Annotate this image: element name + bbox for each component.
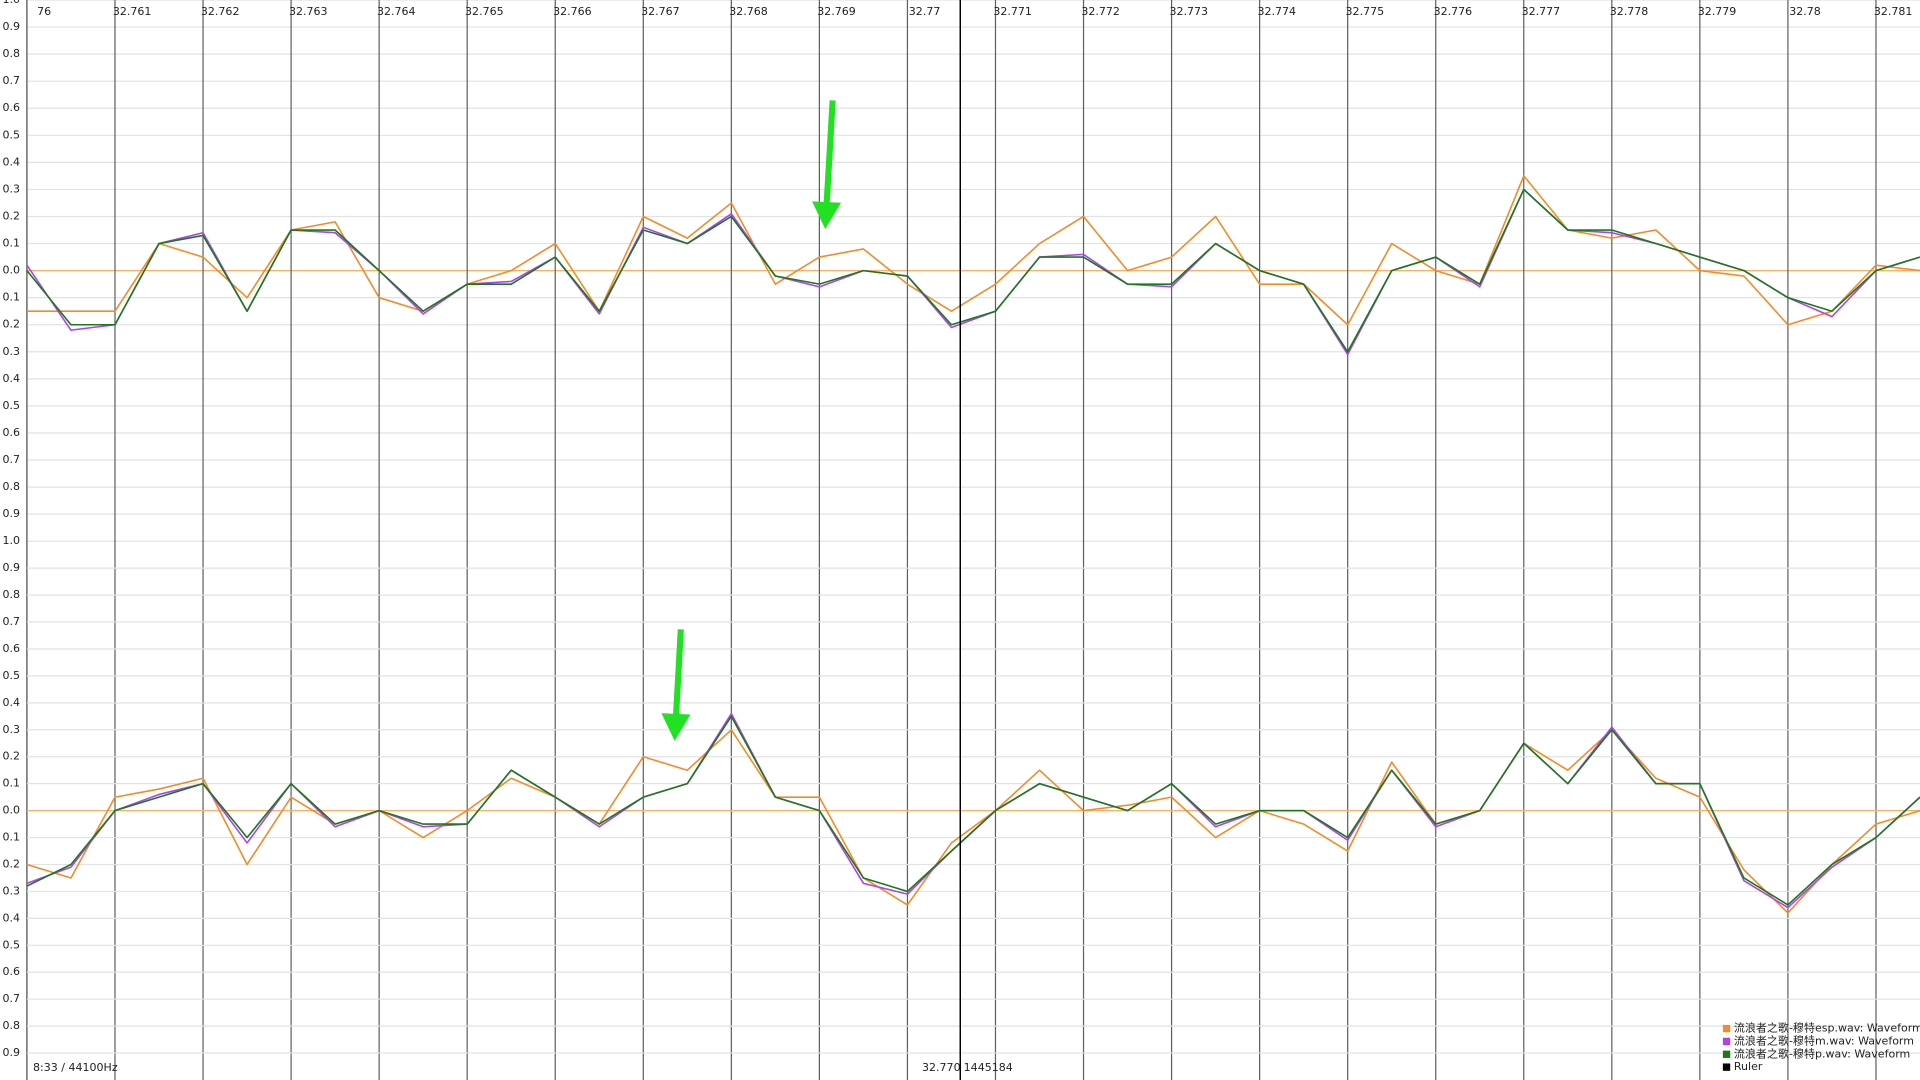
legend-swatch	[1722, 1024, 1731, 1033]
grid-layer	[26, 0, 1920, 1080]
x-tick-label: 32.773	[1169, 5, 1208, 18]
y-tick-label: 0.1	[2, 777, 20, 790]
y-tick-label: 0.2	[2, 209, 20, 222]
y-tick-label: 0.8	[2, 480, 20, 493]
waveform	[26, 188, 1920, 356]
y-tick-label: 0.6	[2, 965, 20, 978]
waveform	[26, 188, 1920, 353]
y-tick-label: 0.0	[2, 264, 20, 277]
annotation-arrows	[661, 100, 842, 741]
y-tick-label: 0.9	[2, 20, 20, 33]
x-tick-label: 32.772	[1081, 5, 1120, 18]
x-tick-label: 32.761	[113, 5, 152, 18]
legend-label: Ruler	[1734, 1060, 1763, 1073]
arrow-shaft	[672, 629, 684, 718]
label-layer: 1.0 0.9 0.8 0.7 0.6 0.5 0.4 0.3 0.2 0.1 0.0 0.1 0.2 0…	[2, 0, 1912, 1059]
x-tick-label: 32.769	[817, 5, 856, 18]
legend-swatch	[1722, 1063, 1731, 1071]
legend-label: 流浪者之歌-穆特p.wav: Waveform	[1734, 1046, 1910, 1060]
legend-swatch	[1722, 1050, 1731, 1058]
y-tick-label: 0.8	[2, 47, 20, 60]
y-tick-label: 0.8	[2, 1019, 20, 1032]
y-tick-label: 0.6	[2, 642, 20, 655]
x-tick-label: 32.763	[289, 5, 328, 18]
arrow-head	[661, 713, 691, 741]
y-tick-label: 0.0	[2, 804, 20, 817]
y-tick-label: 0.3	[2, 884, 20, 897]
y-tick-label: 0.9	[2, 507, 20, 520]
x-tick-label: 32.762	[201, 5, 240, 18]
arrow-head	[812, 201, 842, 230]
y-tick-label: 0.7	[2, 453, 20, 466]
x-tick-label: 32.774	[1257, 5, 1296, 18]
y-tick-label: 0.4	[2, 372, 20, 385]
x-tick-label: 32.779	[1698, 5, 1737, 18]
y-tick-label: 0.9	[2, 561, 20, 574]
y-tick-label: 0.1	[2, 237, 20, 250]
waveform	[26, 715, 1920, 906]
y-tick-label: 0.2	[2, 318, 20, 331]
x-tick-label: 32.768	[729, 5, 768, 18]
y-tick-label: 0.5	[2, 669, 20, 682]
y-tick-label: 0.3	[2, 723, 20, 736]
y-tick-label: 0.2	[2, 857, 20, 870]
status-position: 32.770	[922, 1061, 961, 1074]
y-tick-label: 0.2	[2, 750, 20, 763]
y-tick-label: 0.8	[2, 588, 20, 601]
legend-label: 流浪者之歌-穆特m.wav: Waveform	[1734, 1033, 1914, 1047]
y-tick-label: 1.0	[2, 0, 20, 6]
x-tick-label: 32.781	[1874, 5, 1913, 18]
x-tick-label: 32.765	[465, 5, 504, 18]
x-tick-label: 32.767	[641, 5, 680, 18]
x-tick-label: 32.775	[1346, 5, 1385, 18]
status-sample: 1445184	[964, 1061, 1013, 1074]
x-tick-label: 32.778	[1610, 5, 1649, 18]
y-tick-label: 0.7	[2, 615, 20, 628]
y-tick-label: 1.0	[2, 534, 20, 547]
y-tick-label: 0.5	[2, 938, 20, 951]
x-tick-label: 32.771	[993, 5, 1032, 18]
waveform-layer	[26, 0, 1920, 1080]
x-tick-label: 32.766	[553, 5, 592, 18]
y-tick-label: 0.3	[2, 182, 20, 195]
x-tick-label: 32.77	[909, 5, 941, 18]
legend-swatch	[1722, 1037, 1731, 1046]
legend: 流浪者之歌-穆特esp.wav: Waveform流浪者之歌-穆特m.wav: …	[1722, 1021, 1920, 1073]
x-tick-label: 76	[37, 5, 51, 18]
y-tick-label: 0.5	[2, 399, 20, 412]
status-time: 8:33 / 44100Hz	[33, 1061, 118, 1074]
y-tick-label: 0.1	[2, 291, 20, 304]
y-tick-label: 0.4	[2, 696, 20, 709]
x-tick-label: 32.776	[1434, 5, 1473, 18]
x-tick-label: 32.777	[1522, 5, 1561, 18]
legend-label: 流浪者之歌-穆特esp.wav: Waveform	[1734, 1021, 1920, 1035]
waveform	[26, 175, 1920, 326]
y-tick-label: 0.4	[2, 155, 20, 168]
y-tick-label: 0.9	[2, 1046, 20, 1059]
y-tick-label: 0.6	[2, 101, 20, 114]
y-tick-label: 0.1	[2, 831, 20, 844]
y-tick-label: 0.4	[2, 911, 20, 924]
arrow-shaft	[823, 100, 836, 206]
y-tick-label: 0.7	[2, 992, 20, 1005]
y-tick-label: 0.5	[2, 128, 20, 141]
y-tick-label: 0.7	[2, 74, 20, 87]
y-tick-label: 0.3	[2, 345, 20, 358]
x-tick-label: 32.764	[377, 5, 416, 18]
x-tick-label: 32.78	[1789, 5, 1821, 18]
y-tick-label: 0.6	[2, 426, 20, 439]
